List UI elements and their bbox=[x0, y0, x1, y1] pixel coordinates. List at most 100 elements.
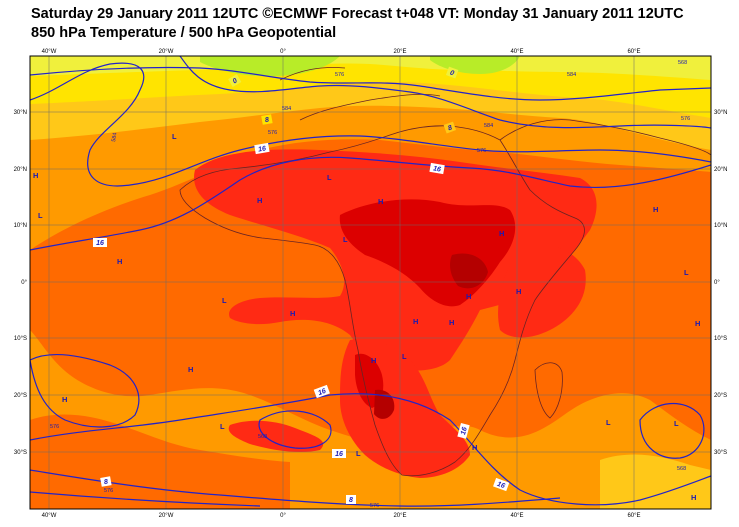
temp-contour-label: 16 bbox=[496, 481, 506, 490]
geopotential-label: 568 bbox=[677, 466, 686, 472]
geopotential-label: 584 bbox=[282, 106, 291, 112]
lon-label: 40°E bbox=[510, 513, 523, 519]
map-frame bbox=[29, 55, 712, 510]
geopotential-label: 576 bbox=[104, 488, 113, 494]
temp-band-16-20-sw bbox=[30, 414, 290, 509]
temp-contour-label: 16 bbox=[432, 165, 441, 173]
temp-contour-label: 8 bbox=[104, 479, 109, 487]
pressure-center-label: L bbox=[220, 422, 225, 431]
pressure-center-label: H bbox=[117, 257, 122, 266]
contour-16-north bbox=[30, 156, 711, 251]
lon-label: 40°E bbox=[510, 49, 523, 55]
geopotential-contour-labels: 576 584 576 584 576 584 576 568 584 576 … bbox=[50, 60, 690, 509]
contour-16-south bbox=[30, 393, 711, 506]
pressure-center-label: H bbox=[371, 356, 376, 365]
pressure-center-label: L bbox=[356, 449, 361, 458]
contour-584 bbox=[30, 66, 711, 101]
pressure-center-label: L bbox=[684, 268, 689, 277]
chart-title-line-1: Saturday 29 January 2011 12UTC ©ECMWF Fo… bbox=[31, 6, 684, 22]
geopotential-label: 576 bbox=[681, 116, 690, 122]
geopotential-label: 584 bbox=[111, 132, 119, 142]
geopotential-label: 568 bbox=[258, 434, 267, 440]
lon-label: 40°W bbox=[42, 513, 57, 519]
pressure-center-label: L bbox=[172, 132, 177, 141]
pressure-center-label: L bbox=[343, 235, 348, 244]
pressure-center-label: H bbox=[62, 395, 67, 404]
contour-lines bbox=[30, 56, 711, 507]
temp-contour-label: 16 bbox=[258, 145, 267, 153]
geopotential-label: 584 bbox=[567, 72, 576, 78]
pressure-center-label: H bbox=[449, 318, 454, 327]
lat-label: 30°S bbox=[14, 450, 27, 456]
temp-band-28-plus bbox=[374, 389, 395, 419]
temp-contour-label: 0 bbox=[232, 77, 239, 85]
lat-label: 10°N bbox=[714, 223, 727, 229]
temp-contour-label: 16 bbox=[460, 426, 469, 435]
coast-madagascar bbox=[534, 362, 563, 419]
contour-576 bbox=[30, 62, 711, 187]
pressure-center-label: H bbox=[257, 196, 262, 205]
pressure-center-label: L bbox=[402, 352, 407, 361]
pressure-center-label: H bbox=[516, 287, 521, 296]
lon-label: 20°W bbox=[159, 513, 174, 519]
pressure-center-label: H bbox=[188, 365, 193, 374]
contour-576-south bbox=[30, 469, 561, 507]
lat-axis-right: 30°N 20°N 10°N 0° 10°S 20°S 30°S bbox=[714, 110, 727, 456]
lat-label: 30°N bbox=[714, 110, 727, 116]
lon-label: 0° bbox=[280, 513, 286, 519]
pressure-center-label: H bbox=[378, 197, 383, 206]
lat-label: 10°S bbox=[714, 336, 727, 342]
pressure-center-label: L bbox=[222, 296, 227, 305]
lon-label: 0° bbox=[280, 49, 286, 55]
geopotential-label: 568 bbox=[678, 60, 687, 66]
pressure-center-label: L bbox=[606, 418, 611, 427]
contour-568-cutoff bbox=[258, 410, 332, 449]
lat-label: 30°S bbox=[714, 450, 727, 456]
temp-contour-label: 16 bbox=[335, 451, 343, 458]
geopotential-label: 576 bbox=[268, 130, 277, 136]
lon-label: 20°W bbox=[159, 49, 174, 55]
temp-contour-label: 8 bbox=[447, 124, 453, 132]
pressure-center-label: H bbox=[653, 205, 658, 214]
pressure-center-label: H bbox=[413, 317, 418, 326]
pressure-center-label: L bbox=[38, 211, 43, 220]
contour-568-east bbox=[639, 402, 705, 459]
geopotential-label: 576 bbox=[335, 72, 344, 78]
pressure-center-label: H bbox=[691, 493, 696, 502]
lon-label: 60°E bbox=[627, 513, 640, 519]
temp-contour-label: 8 bbox=[265, 117, 270, 125]
lat-label: 20°S bbox=[714, 393, 727, 399]
lat-label: 0° bbox=[21, 280, 27, 286]
lat-axis-left: 30°N 20°N 10°N 0° 10°S 20°S 30°S bbox=[14, 110, 28, 456]
pressure-center-label: H bbox=[695, 319, 700, 328]
lon-axis-top: 40°W 20°W 0° 20°E 40°E 60°E bbox=[42, 49, 641, 55]
pressure-center-label: H bbox=[472, 443, 477, 452]
lat-label: 10°N bbox=[14, 223, 27, 229]
grid bbox=[30, 56, 711, 509]
temp-band-20-24-atl bbox=[228, 420, 324, 453]
lon-label: 60°E bbox=[627, 49, 640, 55]
contour-8-south bbox=[30, 491, 261, 507]
temp-contour-label: 8 bbox=[349, 497, 353, 504]
lat-label: 20°N bbox=[714, 167, 727, 173]
pressure-center-label: H bbox=[33, 171, 38, 180]
lon-label: 40°W bbox=[42, 49, 57, 55]
geopotential-label: 576 bbox=[50, 424, 59, 430]
lon-label: 20°E bbox=[393, 49, 406, 55]
pressure-center-label: L bbox=[674, 419, 679, 428]
temp-contour-label: 0 bbox=[449, 70, 455, 78]
lon-axis-bottom: 40°W 20°W 0° 20°E 40°E 60°E bbox=[42, 513, 641, 519]
temperature-contour-labels: 0 0 8 8 16 16 16 16 16 16 16 8 8 bbox=[93, 66, 510, 504]
contour-closed-sw bbox=[30, 353, 140, 428]
lat-label: 10°S bbox=[14, 336, 27, 342]
geopotential-label: 576 bbox=[477, 148, 486, 154]
chart-title-line-2: 850 hPa Temperature / 500 hPa Geopotenti… bbox=[31, 25, 337, 41]
temp-band-28-plus-east bbox=[450, 253, 488, 289]
contour-8 bbox=[179, 56, 711, 129]
lat-label: 20°S bbox=[14, 393, 27, 399]
temp-contour-label: 16 bbox=[96, 240, 104, 247]
lat-label: 0° bbox=[714, 280, 720, 286]
lat-label: 20°N bbox=[14, 167, 27, 173]
temp-band-8-12-se bbox=[600, 454, 711, 509]
